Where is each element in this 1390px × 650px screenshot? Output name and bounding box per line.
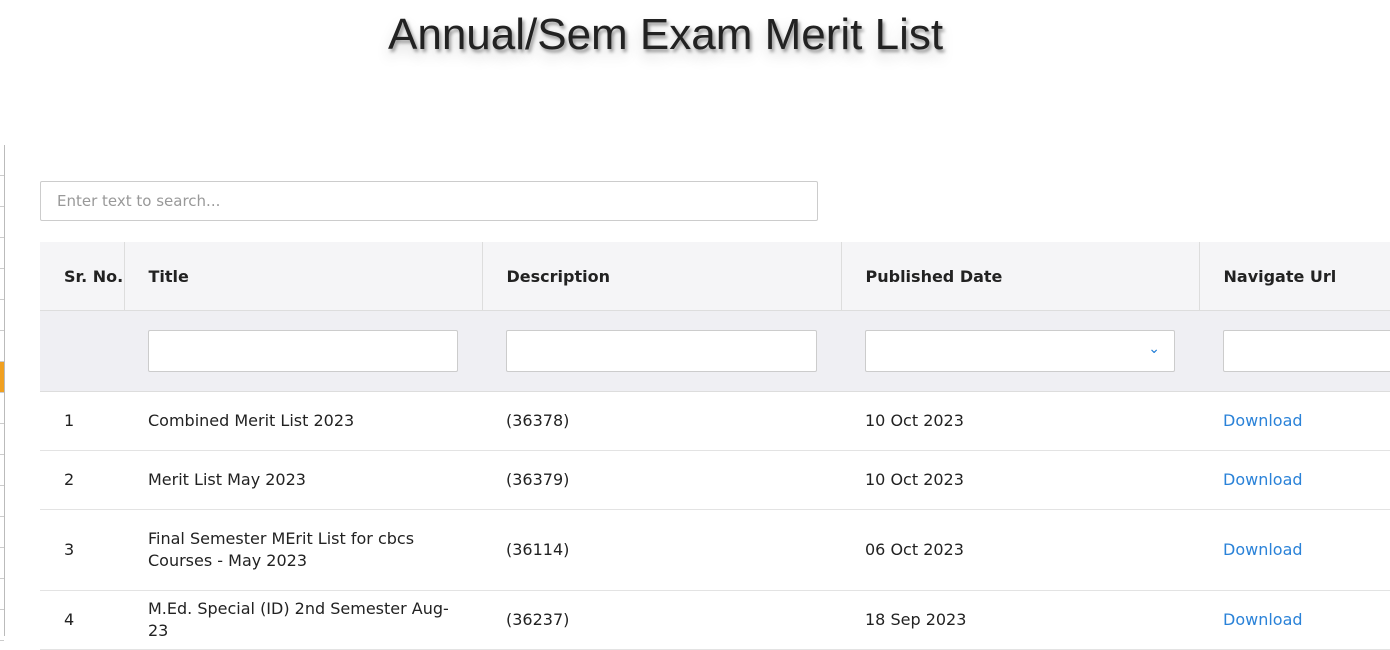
search-input[interactable] (40, 181, 818, 221)
column-header-description[interactable]: Description (482, 242, 842, 311)
table-row: 4 M.Ed. Special (ID) 2nd Semester Aug-23… (40, 590, 1390, 650)
description: (36379) (482, 450, 841, 510)
sidebar-edge (0, 145, 5, 641)
description-filter-input[interactable] (506, 330, 817, 372)
column-header-published-date[interactable]: Published Date (841, 242, 1200, 311)
merit-list-table: Sr. No. Title Description Published Date… (40, 242, 1390, 650)
sr-no: 2 (40, 450, 124, 510)
published-date-filter-select[interactable]: ⌄ (865, 330, 1175, 372)
column-header-title[interactable]: Title (124, 242, 483, 311)
download-link[interactable]: Download (1223, 470, 1303, 489)
column-header-navigate-url[interactable]: Navigate Url (1199, 242, 1390, 311)
description: (36114) (482, 509, 841, 591)
sr-no: 1 (40, 391, 124, 451)
published-date: 10 Oct 2023 (841, 450, 1199, 510)
table-row: 2 Merit List May 2023 (36379) 10 Oct 202… (40, 450, 1390, 510)
published-date: 18 Sep 2023 (841, 590, 1199, 650)
page-title: Annual/Sem Exam Merit List (388, 10, 944, 59)
description: (36378) (482, 391, 841, 451)
title: M.Ed. Special (ID) 2nd Semester Aug-23 (124, 590, 482, 650)
header-row: Sr. No. Title Description Published Date… (40, 242, 1390, 311)
title: Merit List May 2023 (124, 450, 482, 510)
title-filter-input[interactable] (148, 330, 458, 372)
download-link[interactable]: Download (1223, 610, 1303, 629)
title: Combined Merit List 2023 (124, 391, 482, 451)
sidebar-active-item[interactable] (0, 362, 4, 393)
description: (36237) (482, 590, 841, 650)
download-link[interactable]: Download (1223, 540, 1303, 559)
navigate-url-filter-input[interactable] (1223, 330, 1390, 372)
filter-row: ⌄ (40, 310, 1390, 392)
published-date: 06 Oct 2023 (841, 509, 1199, 591)
table-row: 3 Final Semester MErit List for cbcs Cou… (40, 509, 1390, 591)
table-row: 1 Combined Merit List 2023 (36378) 10 Oc… (40, 391, 1390, 451)
title: Final Semester MErit List for cbcs Cours… (124, 509, 482, 591)
sr-no: 3 (40, 509, 124, 591)
download-link[interactable]: Download (1223, 411, 1303, 430)
column-header-sr-no[interactable]: Sr. No. (40, 242, 125, 311)
published-date: 10 Oct 2023 (841, 391, 1199, 451)
chevron-down-icon: ⌄ (1148, 341, 1160, 357)
sr-no: 4 (40, 590, 124, 650)
